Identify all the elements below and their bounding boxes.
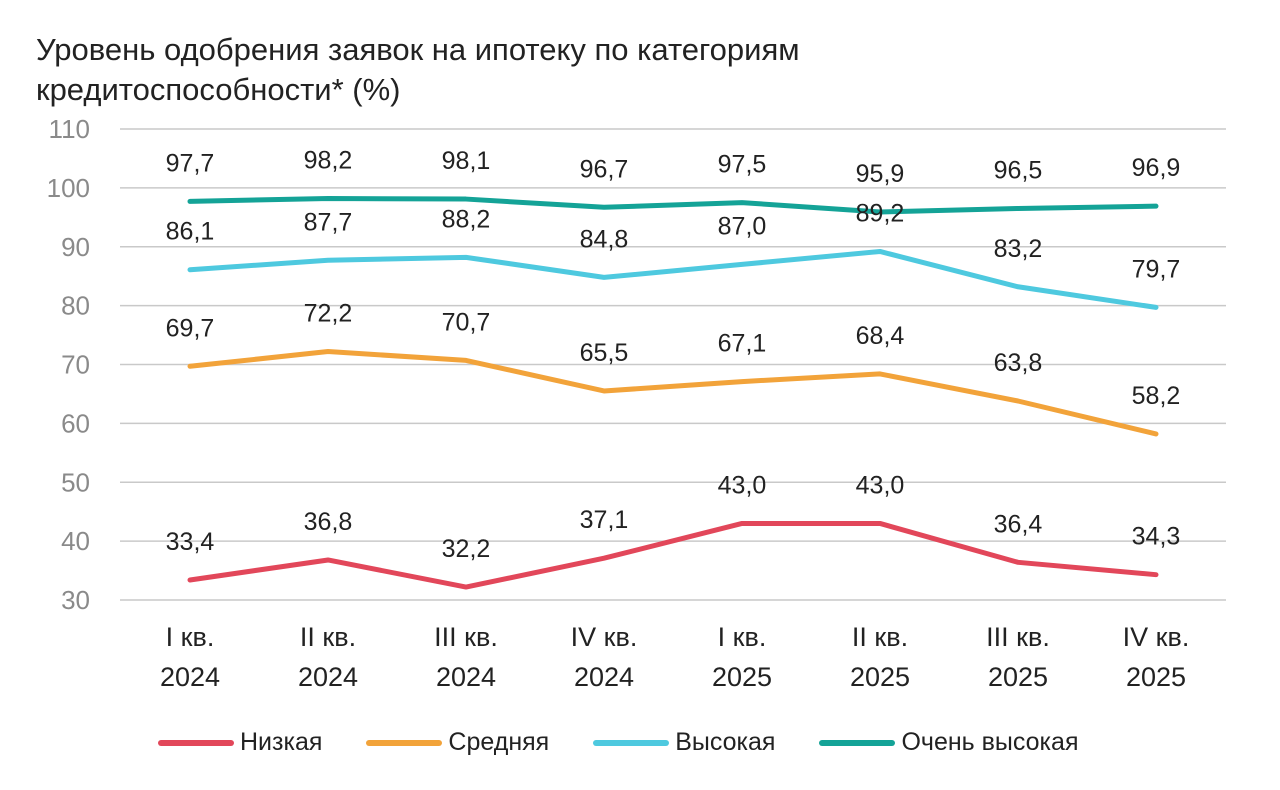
x-tick-label-year: 2025: [988, 662, 1048, 692]
legend-label-low: Низкая: [240, 728, 323, 756]
legend-label-high: Высокая: [675, 728, 776, 756]
data-label-medium: 69,7: [166, 314, 215, 342]
x-tick-label-year: 2025: [850, 662, 910, 692]
data-label-low: 37,1: [580, 506, 629, 534]
legend-item-high: Высокая: [593, 728, 775, 757]
x-tick-label-year: 2024: [436, 662, 496, 692]
x-tick-label: III кв.: [986, 622, 1050, 652]
legend-item-very-high: Очень высокая: [819, 728, 1078, 757]
data-label-very-high: 96,5: [994, 156, 1043, 184]
y-tick-label: 50: [61, 467, 90, 497]
data-label-high: 87,7: [304, 208, 353, 236]
data-label-low: 43,0: [856, 471, 905, 499]
x-tick-label-year: 2025: [1126, 662, 1186, 692]
data-label-medium: 65,5: [580, 339, 629, 367]
data-label-very-high: 98,1: [442, 147, 491, 175]
chart-title-line-2: кредитоспособности* (%): [36, 72, 401, 107]
y-tick-label: 100: [47, 173, 90, 203]
data-label-low: 32,2: [442, 535, 491, 563]
data-label-high: 89,2: [856, 199, 905, 227]
series-line-very-high: [187, 195, 1159, 215]
data-label-medium: 58,2: [1132, 382, 1181, 410]
y-tick-label: 30: [61, 585, 90, 615]
x-tick-label-year: 2024: [160, 662, 220, 692]
series-line-high: [187, 248, 1159, 310]
chart-title: Уровень одобрения заявок на ипотеку по к…: [36, 30, 1036, 110]
legend-label-very-high: Очень высокая: [901, 728, 1079, 756]
data-label-high: 86,1: [166, 218, 215, 246]
data-label-high: 83,2: [994, 235, 1043, 263]
data-label-low: 34,3: [1132, 523, 1181, 551]
series-line-low: [187, 520, 1159, 590]
legend-item-medium: Средняя: [366, 728, 549, 757]
data-label-very-high: 96,7: [580, 155, 629, 183]
data-label-medium: 68,4: [856, 322, 905, 350]
x-tick-label: II кв.: [300, 622, 356, 652]
data-label-low: 43,0: [718, 471, 767, 499]
chart-legend: Низкая Средняя Высокая Очень высокая: [158, 728, 1122, 757]
x-tick-label: IV кв.: [1123, 622, 1190, 652]
data-label-medium: 70,7: [442, 308, 491, 336]
x-tick-label: I кв.: [718, 622, 767, 652]
x-tick-label: III кв.: [434, 622, 498, 652]
x-tick-label: I кв.: [166, 622, 215, 652]
data-label-very-high: 95,9: [856, 160, 905, 188]
x-tick-label-year: 2024: [298, 662, 358, 692]
y-tick-label: 90: [61, 232, 90, 262]
x-tick-label-year: 2025: [712, 662, 772, 692]
data-label-medium: 72,2: [304, 300, 353, 328]
data-label-very-high: 97,5: [718, 151, 767, 179]
data-label-medium: 63,8: [994, 349, 1043, 377]
data-label-low: 36,8: [304, 508, 353, 536]
legend-swatch-low: [158, 739, 234, 746]
data-label-high: 84,8: [580, 225, 629, 253]
data-label-low: 36,4: [994, 510, 1043, 538]
legend-item-low: Низкая: [158, 728, 322, 757]
data-label-low: 33,4: [166, 528, 215, 556]
y-tick-label: 40: [61, 526, 90, 556]
y-tick-label: 60: [61, 408, 90, 438]
y-tick-label: 70: [61, 350, 90, 380]
data-label-very-high: 97,7: [166, 149, 215, 177]
x-tick-label: IV кв.: [571, 622, 638, 652]
data-label-high: 88,2: [442, 205, 491, 233]
y-tick-label: 80: [61, 291, 90, 321]
x-tick-label: II кв.: [852, 622, 908, 652]
x-tick-label-year: 2024: [574, 662, 634, 692]
chart-title-line-1: Уровень одобрения заявок на ипотеку по к…: [36, 32, 800, 67]
data-label-medium: 67,1: [718, 330, 767, 358]
legend-swatch-very-high: [819, 739, 896, 746]
data-label-very-high: 98,2: [304, 146, 353, 174]
data-label-high: 79,7: [1132, 255, 1181, 283]
data-label-very-high: 96,9: [1132, 154, 1181, 182]
legend-label-medium: Средняя: [448, 728, 550, 756]
line-chart: 110 100 90 80 70 60 50 40 30 I кв. 2024 II кв. 2024 I…: [47, 114, 1226, 692]
y-tick-label: 110: [49, 114, 90, 144]
legend-swatch-high: [593, 739, 670, 746]
legend-swatch-medium: [366, 739, 443, 746]
series-line-medium: [187, 349, 1159, 437]
data-label-high: 87,0: [718, 212, 767, 240]
